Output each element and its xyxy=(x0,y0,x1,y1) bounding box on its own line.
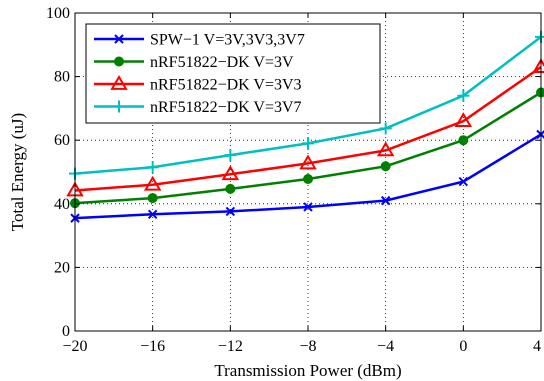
series-line xyxy=(74,66,542,192)
x-tick-label: −4 xyxy=(377,338,394,355)
y-tick-label: 20 xyxy=(54,259,70,276)
data-point xyxy=(221,165,240,181)
legend-item: SPW−1 V=3V,3V3,3V7 xyxy=(94,32,305,49)
x-tick-label: −16 xyxy=(140,338,165,355)
data-point xyxy=(299,154,317,170)
series-1 xyxy=(70,129,544,223)
data-point xyxy=(225,183,236,194)
legend-marker xyxy=(114,34,124,44)
legend-item: nRF51822−DK V=3V3 xyxy=(94,75,302,94)
x-tick-label: 4 xyxy=(533,338,541,355)
data-point xyxy=(225,206,236,217)
y-axis-label: Total Energy (uJ) xyxy=(8,113,27,231)
data-point xyxy=(224,149,237,162)
data-point xyxy=(303,173,313,184)
data-point xyxy=(458,176,469,187)
x-tick-label: −8 xyxy=(299,338,316,355)
x-tick-label: −20 xyxy=(62,338,87,355)
data-point xyxy=(458,135,469,146)
data-point xyxy=(457,89,470,102)
series-3 xyxy=(66,58,544,197)
legend-item: nRF51822−DK V=3V xyxy=(94,54,294,71)
legend-label: SPW−1 V=3V,3V3,3V7 xyxy=(150,32,305,49)
data-point xyxy=(532,58,544,73)
y-tick-label: 100 xyxy=(46,5,70,22)
data-point xyxy=(380,161,391,172)
legend-label: nRF51822−DK V=3V7 xyxy=(150,99,302,116)
data-point xyxy=(536,87,544,98)
y-tick-label: 80 xyxy=(54,69,70,86)
data-point xyxy=(143,175,162,191)
legend-label: nRF51822−DK V=3V xyxy=(150,54,294,71)
legend-marker xyxy=(113,100,125,113)
y-tick-label: 60 xyxy=(54,132,70,149)
legend: SPW−1 V=3V,3V3,3V7 nRF51822−DK V=3V nRF518… xyxy=(85,23,381,124)
series-4 xyxy=(69,30,544,180)
legend-item: nRF51822−DK V=3V7 xyxy=(94,99,302,116)
data-point xyxy=(302,137,314,150)
y-tick-label: 40 xyxy=(54,196,70,213)
y-tick-label: 0 xyxy=(62,323,70,340)
data-point xyxy=(379,122,392,135)
data-point xyxy=(146,161,159,174)
data-point xyxy=(303,202,313,212)
x-tick-label: −12 xyxy=(218,338,243,355)
x-axis-label: Transmission Power (dBm) xyxy=(214,361,401,380)
legend-label: nRF51822−DK V=3V3 xyxy=(150,77,302,94)
x-tick-label: 0 xyxy=(459,338,467,355)
data-point xyxy=(147,209,158,220)
data-point xyxy=(454,112,473,128)
legend-marker xyxy=(114,56,124,67)
legend-marker xyxy=(110,75,128,90)
data-point xyxy=(147,193,158,204)
data-point xyxy=(376,141,395,157)
data-point xyxy=(380,195,391,206)
